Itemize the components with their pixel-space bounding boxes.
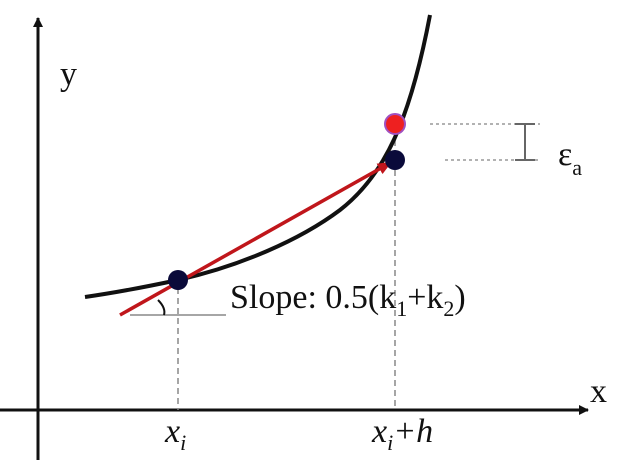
slope-sub2: 2 <box>443 296 454 321</box>
slope-arrow <box>119 161 392 317</box>
slope-mid: +k <box>407 279 443 316</box>
slope-text: Slope: 0.5(k <box>230 279 396 316</box>
point-true <box>384 113 406 135</box>
xi-base: x <box>164 413 180 450</box>
xih-rest: +h <box>393 413 433 450</box>
slope-sub1: 1 <box>396 296 407 321</box>
point-xih <box>385 150 405 170</box>
slope-label: Slope: 0.5(k1+k2) <box>230 279 466 321</box>
xi-label: xi <box>164 413 186 455</box>
xih-sub: i <box>387 430 393 455</box>
error-label: εa <box>558 136 582 180</box>
x-label: x <box>590 373 607 410</box>
curve <box>84 14 432 299</box>
error-sub: a <box>572 155 582 180</box>
point-xi <box>168 270 188 290</box>
slope-end: ) <box>454 279 465 316</box>
xih-label: xi+h <box>371 413 433 455</box>
error-symbol: ε <box>558 136 572 173</box>
xi-sub: i <box>180 430 186 455</box>
angle-arc <box>157 299 166 316</box>
xih-base: x <box>371 413 387 450</box>
y-label: y <box>60 56 77 93</box>
